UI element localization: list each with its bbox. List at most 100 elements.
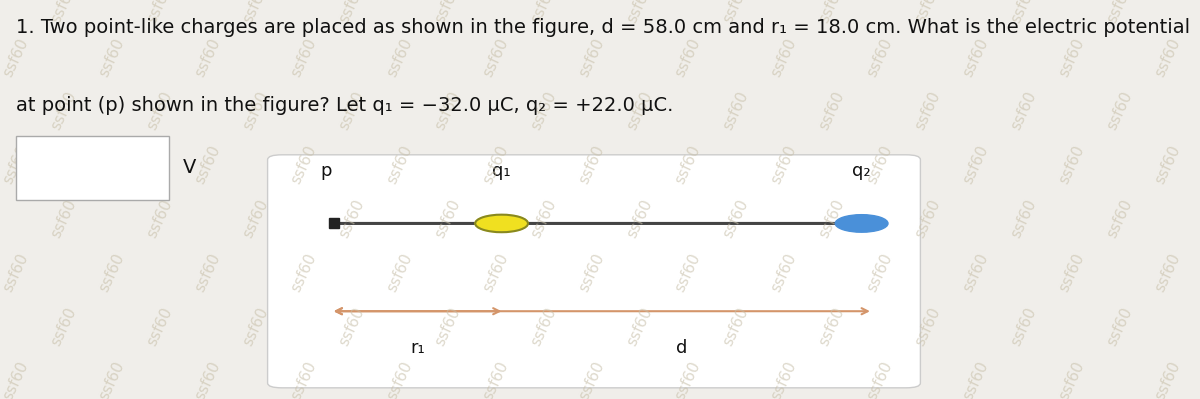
Text: ssf60: ssf60 (720, 305, 751, 348)
Text: ssf60: ssf60 (384, 251, 415, 294)
Text: ssf60: ssf60 (720, 197, 751, 241)
Text: ssf60: ssf60 (288, 36, 319, 79)
Text: ssf60: ssf60 (480, 359, 511, 399)
Text: ssf60: ssf60 (1104, 89, 1135, 133)
Text: ssf60: ssf60 (1056, 143, 1087, 187)
Text: ssf60: ssf60 (576, 359, 607, 399)
Text: ssf60: ssf60 (288, 251, 319, 294)
Text: ssf60: ssf60 (480, 251, 511, 294)
Text: ssf60: ssf60 (672, 36, 703, 79)
Text: ssf60: ssf60 (576, 251, 607, 294)
Text: V: V (182, 158, 196, 177)
Text: ssf60: ssf60 (288, 359, 319, 399)
Text: ssf60: ssf60 (480, 143, 511, 187)
Text: ssf60: ssf60 (768, 36, 799, 79)
Text: ssf60: ssf60 (144, 89, 175, 133)
Text: ssf60: ssf60 (912, 197, 943, 241)
Text: ssf60: ssf60 (816, 89, 847, 133)
Text: ssf60: ssf60 (624, 197, 655, 241)
Text: ssf60: ssf60 (240, 305, 271, 348)
Text: ssf60: ssf60 (528, 89, 559, 133)
Text: ssf60: ssf60 (1056, 251, 1087, 294)
Text: ssf60: ssf60 (384, 143, 415, 187)
Circle shape (475, 215, 528, 232)
Text: ssf60: ssf60 (96, 359, 127, 399)
Text: ssf60: ssf60 (384, 359, 415, 399)
Text: ssf60: ssf60 (1152, 359, 1183, 399)
Text: ssf60: ssf60 (48, 0, 79, 25)
Text: ssf60: ssf60 (432, 89, 463, 133)
Text: ssf60: ssf60 (1104, 305, 1135, 348)
Text: ssf60: ssf60 (96, 36, 127, 79)
Bar (16, 136, 169, 200)
Text: p: p (320, 162, 332, 180)
Text: ssf60: ssf60 (1008, 89, 1039, 133)
Text: at point (p) shown in the figure? Let q₁ = −32.0 μC, q₂ = +22.0 μC.: at point (p) shown in the figure? Let q₁… (16, 96, 673, 115)
Text: ssf60: ssf60 (768, 251, 799, 294)
Text: ssf60: ssf60 (1104, 197, 1135, 241)
Text: d: d (676, 339, 688, 357)
Text: q₂: q₂ (852, 162, 871, 180)
Text: ssf60: ssf60 (816, 0, 847, 25)
Text: ssf60: ssf60 (96, 143, 127, 187)
Text: ssf60: ssf60 (1104, 0, 1135, 25)
Text: ssf60: ssf60 (720, 89, 751, 133)
Text: ssf60: ssf60 (432, 305, 463, 348)
Text: ssf60: ssf60 (528, 0, 559, 25)
Circle shape (835, 215, 888, 232)
Text: ssf60: ssf60 (192, 143, 223, 187)
Text: ssf60: ssf60 (1008, 197, 1039, 241)
Text: ssf60: ssf60 (240, 89, 271, 133)
Text: ssf60: ssf60 (960, 36, 991, 79)
Text: ssf60: ssf60 (672, 359, 703, 399)
Text: ssf60: ssf60 (0, 251, 31, 294)
Text: ssf60: ssf60 (1152, 36, 1183, 79)
Text: ssf60: ssf60 (528, 305, 559, 348)
Text: ssf60: ssf60 (864, 36, 895, 79)
FancyArrowPatch shape (336, 308, 868, 314)
Text: ssf60: ssf60 (144, 197, 175, 241)
Text: r₁: r₁ (410, 339, 425, 357)
Text: ssf60: ssf60 (672, 251, 703, 294)
Text: ssf60: ssf60 (336, 0, 367, 25)
Text: ssf60: ssf60 (96, 251, 127, 294)
Text: ssf60: ssf60 (240, 0, 271, 25)
Text: ssf60: ssf60 (1152, 251, 1183, 294)
Text: ssf60: ssf60 (912, 89, 943, 133)
Text: ssf60: ssf60 (960, 359, 991, 399)
Text: ssf60: ssf60 (1008, 0, 1039, 25)
Text: ssf60: ssf60 (336, 89, 367, 133)
Text: ssf60: ssf60 (864, 251, 895, 294)
Text: ssf60: ssf60 (0, 36, 31, 79)
Text: ssf60: ssf60 (384, 36, 415, 79)
Text: ssf60: ssf60 (336, 305, 367, 348)
Text: ssf60: ssf60 (144, 305, 175, 348)
Text: ssf60: ssf60 (816, 305, 847, 348)
Text: ssf60: ssf60 (1008, 305, 1039, 348)
Text: q₁: q₁ (492, 162, 511, 180)
Text: ssf60: ssf60 (576, 143, 607, 187)
Text: ssf60: ssf60 (48, 197, 79, 241)
Text: ssf60: ssf60 (576, 36, 607, 79)
Text: ssf60: ssf60 (768, 143, 799, 187)
Text: ssf60: ssf60 (0, 359, 31, 399)
Text: ssf60: ssf60 (0, 143, 31, 187)
Text: ssf60: ssf60 (480, 36, 511, 79)
Text: ssf60: ssf60 (720, 0, 751, 25)
Text: ssf60: ssf60 (48, 89, 79, 133)
Text: ssf60: ssf60 (912, 305, 943, 348)
Text: ssf60: ssf60 (912, 0, 943, 25)
Text: ssf60: ssf60 (960, 143, 991, 187)
Text: ssf60: ssf60 (1056, 359, 1087, 399)
Text: ssf60: ssf60 (144, 0, 175, 25)
Text: ssf60: ssf60 (240, 197, 271, 241)
Text: ssf60: ssf60 (864, 143, 895, 187)
Text: ssf60: ssf60 (336, 197, 367, 241)
Text: ssf60: ssf60 (432, 197, 463, 241)
Text: ssf60: ssf60 (768, 359, 799, 399)
Text: ssf60: ssf60 (528, 197, 559, 241)
Text: 1. Two point-like charges are placed as shown in the figure, d = 58.0 cm and r₁ : 1. Two point-like charges are placed as … (16, 18, 1189, 37)
FancyArrowPatch shape (336, 308, 499, 314)
Text: ssf60: ssf60 (624, 0, 655, 25)
Text: ssf60: ssf60 (192, 251, 223, 294)
